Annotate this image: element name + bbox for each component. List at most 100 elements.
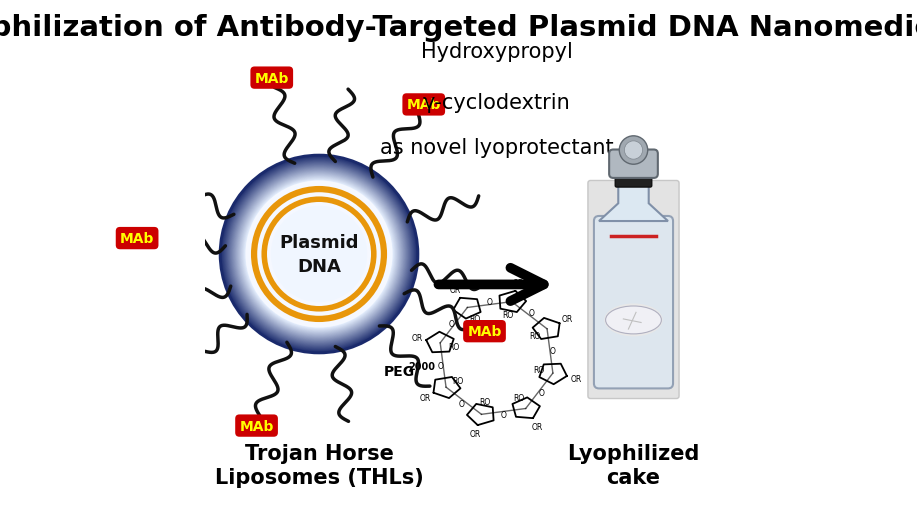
Circle shape <box>234 169 404 340</box>
Circle shape <box>223 158 415 351</box>
Text: MAb: MAb <box>255 71 289 86</box>
Text: RO: RO <box>453 376 464 385</box>
Text: Trojan Horse
Liposomes (THLs): Trojan Horse Liposomes (THLs) <box>215 443 424 487</box>
Text: PEG: PEG <box>384 364 415 378</box>
Text: 2000: 2000 <box>408 361 435 372</box>
Circle shape <box>229 164 409 345</box>
Circle shape <box>238 174 400 335</box>
FancyBboxPatch shape <box>588 181 679 399</box>
Circle shape <box>233 169 404 340</box>
Circle shape <box>234 169 404 340</box>
Circle shape <box>243 179 395 330</box>
Circle shape <box>231 167 406 342</box>
Circle shape <box>233 168 405 341</box>
Text: O: O <box>448 319 454 328</box>
Circle shape <box>238 173 401 336</box>
Text: RO: RO <box>513 393 525 402</box>
Text: MAb: MAb <box>468 325 502 338</box>
Circle shape <box>242 177 396 332</box>
Circle shape <box>244 180 393 329</box>
Circle shape <box>238 175 399 334</box>
Text: Lyophilized
cake: Lyophilized cake <box>568 443 700 487</box>
Circle shape <box>220 156 418 353</box>
Circle shape <box>242 178 395 331</box>
Circle shape <box>237 172 402 337</box>
Circle shape <box>231 166 407 343</box>
Ellipse shape <box>604 304 663 337</box>
Circle shape <box>221 157 416 352</box>
Circle shape <box>245 181 393 328</box>
Circle shape <box>224 160 414 349</box>
Text: MAb: MAb <box>406 98 441 112</box>
Circle shape <box>226 162 412 347</box>
Circle shape <box>230 166 408 343</box>
Circle shape <box>241 177 397 332</box>
Circle shape <box>226 162 411 347</box>
Text: OR: OR <box>412 333 423 343</box>
Ellipse shape <box>605 306 661 334</box>
Text: O: O <box>528 308 534 318</box>
Circle shape <box>222 158 415 351</box>
Polygon shape <box>599 184 668 221</box>
Circle shape <box>240 176 398 333</box>
Text: O: O <box>437 361 443 370</box>
FancyBboxPatch shape <box>594 216 673 389</box>
Circle shape <box>222 157 416 352</box>
Circle shape <box>225 160 414 349</box>
Circle shape <box>619 136 647 165</box>
Circle shape <box>242 178 396 331</box>
Text: MAb: MAb <box>120 232 154 246</box>
Circle shape <box>241 177 397 332</box>
Text: O: O <box>550 346 556 355</box>
Circle shape <box>227 163 411 346</box>
Circle shape <box>235 171 403 338</box>
Circle shape <box>624 142 643 160</box>
Circle shape <box>235 170 403 339</box>
Circle shape <box>244 179 394 330</box>
Text: O: O <box>501 410 507 419</box>
Circle shape <box>232 167 406 342</box>
Circle shape <box>239 175 399 334</box>
Circle shape <box>246 181 392 328</box>
Text: Lyophilization of Antibody-Targeted Plasmid DNA Nanomedicine: Lyophilization of Antibody-Targeted Plas… <box>0 14 917 42</box>
FancyBboxPatch shape <box>615 172 652 188</box>
Circle shape <box>221 157 417 352</box>
Text: RO: RO <box>503 310 514 319</box>
Circle shape <box>226 161 413 348</box>
Text: RO: RO <box>469 315 481 324</box>
Circle shape <box>224 159 414 350</box>
Circle shape <box>230 165 408 344</box>
Circle shape <box>231 167 407 342</box>
Circle shape <box>223 159 415 350</box>
Circle shape <box>243 179 394 330</box>
Text: as novel lyoprotectant: as novel lyoprotectant <box>380 138 613 158</box>
Circle shape <box>237 172 402 337</box>
FancyBboxPatch shape <box>609 150 657 179</box>
Circle shape <box>226 161 413 348</box>
Text: OR: OR <box>513 278 524 287</box>
Circle shape <box>228 164 410 345</box>
Text: OR: OR <box>562 315 573 324</box>
Circle shape <box>245 180 393 329</box>
Circle shape <box>226 162 412 347</box>
Circle shape <box>237 173 401 336</box>
Text: OR: OR <box>570 374 581 383</box>
Text: OR: OR <box>450 286 461 295</box>
Text: Plasmid
DNA: Plasmid DNA <box>280 233 359 276</box>
Circle shape <box>271 207 367 302</box>
Text: MAb: MAb <box>239 419 274 433</box>
Circle shape <box>236 172 403 337</box>
Text: OR: OR <box>470 430 481 439</box>
Circle shape <box>236 171 403 338</box>
Text: RO: RO <box>534 365 545 375</box>
Circle shape <box>240 176 398 333</box>
Text: RO: RO <box>448 342 459 351</box>
Circle shape <box>238 174 400 335</box>
Circle shape <box>229 165 409 344</box>
Text: O: O <box>458 399 465 408</box>
Circle shape <box>228 164 410 345</box>
Circle shape <box>220 156 417 353</box>
Circle shape <box>239 175 399 334</box>
Text: RO: RO <box>529 331 540 340</box>
Text: O: O <box>539 388 545 398</box>
